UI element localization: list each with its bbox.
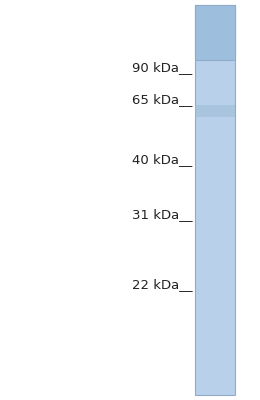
Text: 65 kDa__: 65 kDa__	[132, 94, 192, 106]
Text: 22 kDa__: 22 kDa__	[132, 278, 192, 292]
Text: 40 kDa__: 40 kDa__	[132, 154, 192, 166]
Text: 90 kDa__: 90 kDa__	[132, 62, 192, 74]
Text: 31 kDa__: 31 kDa__	[132, 208, 192, 222]
Bar	[195, 5, 235, 395]
Bar	[195, 105, 235, 117]
Bar	[195, 5, 235, 60]
